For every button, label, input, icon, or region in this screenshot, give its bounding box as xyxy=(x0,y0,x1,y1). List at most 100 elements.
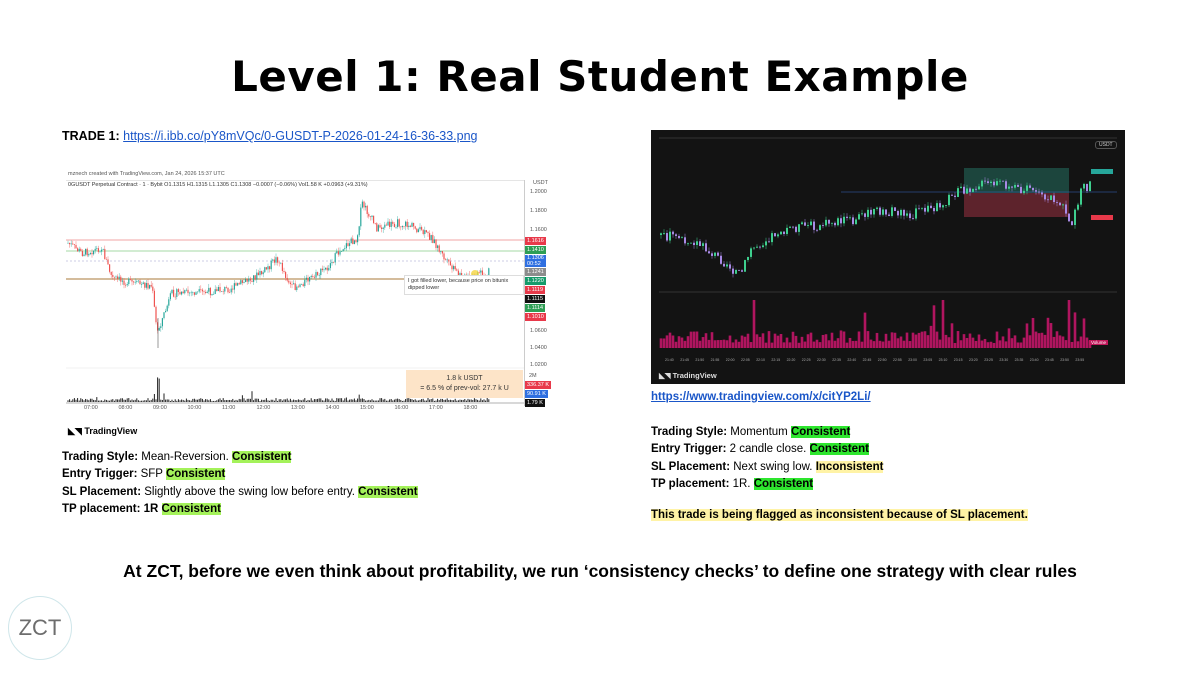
volume-bar xyxy=(486,394,488,402)
candle xyxy=(109,264,111,272)
volume-bar xyxy=(1070,341,1074,348)
volume-bar xyxy=(449,399,451,402)
trade2-link[interactable]: https://www.tradingview.com/x/citYP2Li/ xyxy=(651,391,871,403)
currency-button[interactable]: USDT xyxy=(1095,141,1117,149)
candle xyxy=(443,253,445,260)
volume-bar xyxy=(941,300,945,348)
time-tick: 23:00 xyxy=(908,358,917,362)
volume-bar xyxy=(184,400,186,402)
candle xyxy=(278,262,280,264)
candle xyxy=(395,226,397,228)
candle xyxy=(480,270,482,273)
note-text: SFP xyxy=(137,468,166,481)
volume-bar xyxy=(425,400,427,402)
volume-bar xyxy=(269,400,271,402)
volume-bar xyxy=(788,342,792,348)
candle xyxy=(897,210,899,216)
volume-bar xyxy=(749,342,753,348)
volume-bar xyxy=(1025,323,1029,348)
volume-bar xyxy=(716,340,720,348)
candle xyxy=(981,180,983,187)
volume-bar xyxy=(166,399,168,402)
volume-bar xyxy=(839,330,843,348)
volume-bar xyxy=(174,399,176,402)
candle xyxy=(414,226,416,229)
volume-bar xyxy=(289,398,291,402)
volume-bar xyxy=(353,398,355,402)
tradingview-logo: ◣◥ TradingView xyxy=(659,371,717,380)
volume-bar xyxy=(971,337,975,348)
volume-bar xyxy=(809,332,813,348)
volume-bar xyxy=(318,398,320,402)
volume-bar xyxy=(722,339,726,348)
volume-bar xyxy=(109,400,111,402)
candle xyxy=(229,292,231,293)
candle xyxy=(1038,191,1040,193)
volume-bar xyxy=(365,400,367,402)
volume-bar xyxy=(782,342,786,348)
candle xyxy=(762,245,764,248)
verdict-badge: Consistent xyxy=(358,485,418,498)
volume-bar xyxy=(424,400,426,402)
candle xyxy=(945,205,947,206)
volume-bar xyxy=(461,399,463,402)
candle xyxy=(238,283,240,285)
candle xyxy=(261,271,263,275)
volume-bar xyxy=(893,332,897,348)
candle xyxy=(430,235,432,240)
candle xyxy=(440,251,442,252)
volume-bar xyxy=(80,398,82,402)
volume-bar xyxy=(977,334,981,348)
trade2-chart-image: USDT Volume ◣◥ TradingView 21:40 21:45 21:… xyxy=(651,130,1125,384)
trade1-link[interactable]: https://i.ibb.co/pY8mVQc/0-GUSDT-P-2026-… xyxy=(123,129,478,143)
note-label: Entry Trigger: xyxy=(62,468,138,481)
time-tick: 17:00 xyxy=(429,405,443,411)
volume-bar xyxy=(485,400,487,402)
volume-bar xyxy=(328,399,330,402)
chart-created-line: mznech created with TradingView.com, Jan… xyxy=(68,171,225,177)
time-tick: 22:40 xyxy=(847,358,857,362)
volume-bar xyxy=(467,398,469,402)
candle xyxy=(201,289,203,292)
volume-bar xyxy=(281,400,283,402)
candle xyxy=(190,292,192,294)
candle xyxy=(912,218,914,219)
candle xyxy=(663,233,665,234)
candle xyxy=(876,207,878,209)
volume-bar xyxy=(824,334,828,348)
volume-bar xyxy=(923,331,927,348)
volume-axis-label: 2M xyxy=(529,373,537,379)
time-tick: 22:05 xyxy=(741,358,750,362)
volume-bar xyxy=(806,334,810,348)
candle xyxy=(906,213,908,216)
volume-bar xyxy=(221,400,223,402)
candle xyxy=(219,287,221,292)
candle xyxy=(83,254,85,256)
note-label: SL Placement: xyxy=(62,485,142,498)
volume-bar xyxy=(671,335,675,348)
volume-bar xyxy=(297,399,299,402)
volume-bar xyxy=(398,399,400,402)
time-tick: 22:55 xyxy=(893,358,902,362)
candle xyxy=(852,217,854,225)
volume-bar xyxy=(91,398,93,402)
candle xyxy=(142,282,144,285)
candle xyxy=(1020,186,1022,194)
volume-bar xyxy=(360,398,362,402)
volume-bar xyxy=(113,400,115,402)
time-tick: 09:00 xyxy=(153,405,167,411)
volume-bar xyxy=(253,400,255,402)
volume-bar xyxy=(246,398,248,402)
volume-bar xyxy=(477,399,479,402)
candle xyxy=(729,264,731,269)
candle xyxy=(978,186,980,190)
volume-bar xyxy=(1067,300,1071,348)
volume-bar xyxy=(345,397,347,402)
candle xyxy=(296,286,298,291)
candle xyxy=(675,234,677,236)
candle xyxy=(312,275,314,277)
candle xyxy=(259,271,261,276)
volume-bar xyxy=(390,399,392,402)
time-tick: 22:35 xyxy=(832,358,841,362)
candle xyxy=(678,235,680,239)
